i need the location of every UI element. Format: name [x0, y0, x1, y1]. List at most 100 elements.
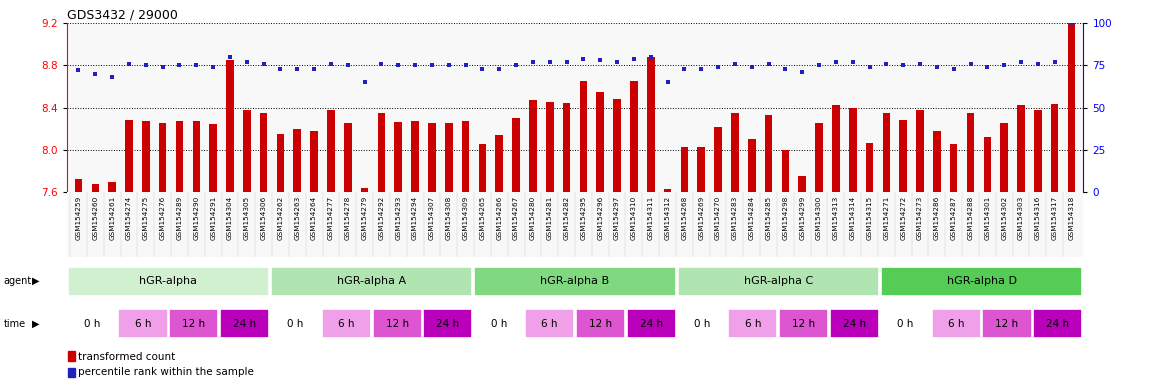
Bar	[243, 109, 251, 192]
Text: GSM154296: GSM154296	[597, 195, 604, 240]
Bar	[714, 126, 722, 192]
Point	[507, 62, 526, 68]
Bar	[613, 99, 621, 192]
Text: GSM154276: GSM154276	[160, 195, 166, 240]
Bar	[68, 368, 75, 377]
Text: 0 h: 0 h	[491, 318, 507, 329]
Bar	[677, 266, 879, 296]
Bar	[373, 309, 422, 338]
Point	[642, 54, 660, 60]
Text: GSM154286: GSM154286	[934, 195, 940, 240]
Bar	[866, 143, 873, 192]
Bar	[68, 351, 75, 361]
Text: transformed count: transformed count	[78, 352, 175, 362]
Point	[843, 59, 861, 65]
Text: GSM154280: GSM154280	[530, 195, 536, 240]
Point	[137, 62, 155, 68]
Text: 6 h: 6 h	[542, 318, 558, 329]
Bar	[322, 309, 370, 338]
Point	[1045, 59, 1064, 65]
Bar	[580, 81, 588, 192]
Text: GSM154283: GSM154283	[731, 195, 738, 240]
Text: 24 h: 24 h	[233, 318, 256, 329]
Text: GSM154273: GSM154273	[917, 195, 923, 240]
Bar	[1067, 23, 1075, 192]
Point	[490, 66, 508, 72]
Text: GSM154284: GSM154284	[749, 195, 754, 240]
Bar	[597, 92, 604, 192]
Point	[305, 66, 323, 72]
Bar	[428, 123, 436, 192]
Text: GSM154318: GSM154318	[1068, 195, 1074, 240]
Bar	[526, 309, 574, 338]
Point	[1063, 20, 1081, 26]
Bar	[782, 150, 789, 192]
Bar	[159, 123, 167, 192]
Text: GSM154299: GSM154299	[799, 195, 805, 240]
Bar	[1000, 123, 1009, 192]
Text: 24 h: 24 h	[1046, 318, 1070, 329]
Text: GSM154317: GSM154317	[1052, 195, 1058, 240]
Point	[944, 66, 963, 72]
Point	[995, 62, 1013, 68]
Text: GSM154272: GSM154272	[900, 195, 906, 240]
Text: hGR-alpha: hGR-alpha	[139, 276, 198, 286]
Point	[204, 64, 222, 70]
Text: 0 h: 0 h	[288, 318, 304, 329]
Text: agent: agent	[3, 276, 32, 286]
Text: GSM154313: GSM154313	[833, 195, 838, 240]
Bar	[731, 113, 738, 192]
Bar	[423, 309, 473, 338]
Point	[675, 66, 693, 72]
Text: time: time	[3, 319, 25, 329]
Text: 0 h: 0 h	[84, 318, 100, 329]
Text: GSM154291: GSM154291	[210, 195, 216, 240]
Text: GSM154289: GSM154289	[176, 195, 183, 240]
Point	[540, 59, 559, 65]
Text: GSM154262: GSM154262	[277, 195, 283, 240]
Point	[776, 66, 795, 72]
Bar	[92, 184, 99, 192]
Point	[69, 67, 87, 73]
Bar	[141, 121, 150, 192]
Text: GSM154294: GSM154294	[412, 195, 419, 240]
Point	[221, 54, 239, 60]
Text: ▶: ▶	[32, 276, 40, 286]
Bar	[798, 176, 806, 192]
Bar	[68, 266, 269, 296]
Bar	[327, 109, 335, 192]
Bar	[310, 131, 317, 192]
Point	[170, 62, 189, 68]
Bar	[271, 309, 320, 338]
Point	[254, 61, 273, 67]
Bar	[478, 144, 486, 192]
Text: 12 h: 12 h	[792, 318, 815, 329]
Bar	[169, 309, 218, 338]
Point	[608, 59, 627, 65]
Text: GSM154309: GSM154309	[462, 195, 468, 240]
Text: GSM154285: GSM154285	[766, 195, 772, 240]
Text: GSM154268: GSM154268	[682, 195, 688, 240]
Text: 6 h: 6 h	[948, 318, 965, 329]
Bar	[849, 108, 857, 192]
Text: percentile rank within the sample: percentile rank within the sample	[78, 367, 254, 377]
Point	[928, 64, 946, 70]
Bar	[192, 121, 200, 192]
Bar	[681, 147, 688, 192]
Text: 12 h: 12 h	[996, 318, 1019, 329]
Point	[439, 62, 458, 68]
Text: GSM154304: GSM154304	[227, 195, 233, 240]
Bar	[361, 188, 368, 192]
Point	[406, 62, 424, 68]
Text: GSM154274: GSM154274	[126, 195, 132, 240]
Text: 12 h: 12 h	[182, 318, 206, 329]
Text: GDS3432 / 29000: GDS3432 / 29000	[67, 9, 177, 22]
Text: 24 h: 24 h	[436, 318, 460, 329]
Point	[86, 71, 105, 77]
Text: GSM154290: GSM154290	[193, 195, 199, 240]
Bar	[1034, 309, 1082, 338]
Bar	[1051, 104, 1058, 192]
Bar	[68, 309, 116, 338]
Point	[624, 55, 643, 61]
Bar	[1034, 109, 1042, 192]
